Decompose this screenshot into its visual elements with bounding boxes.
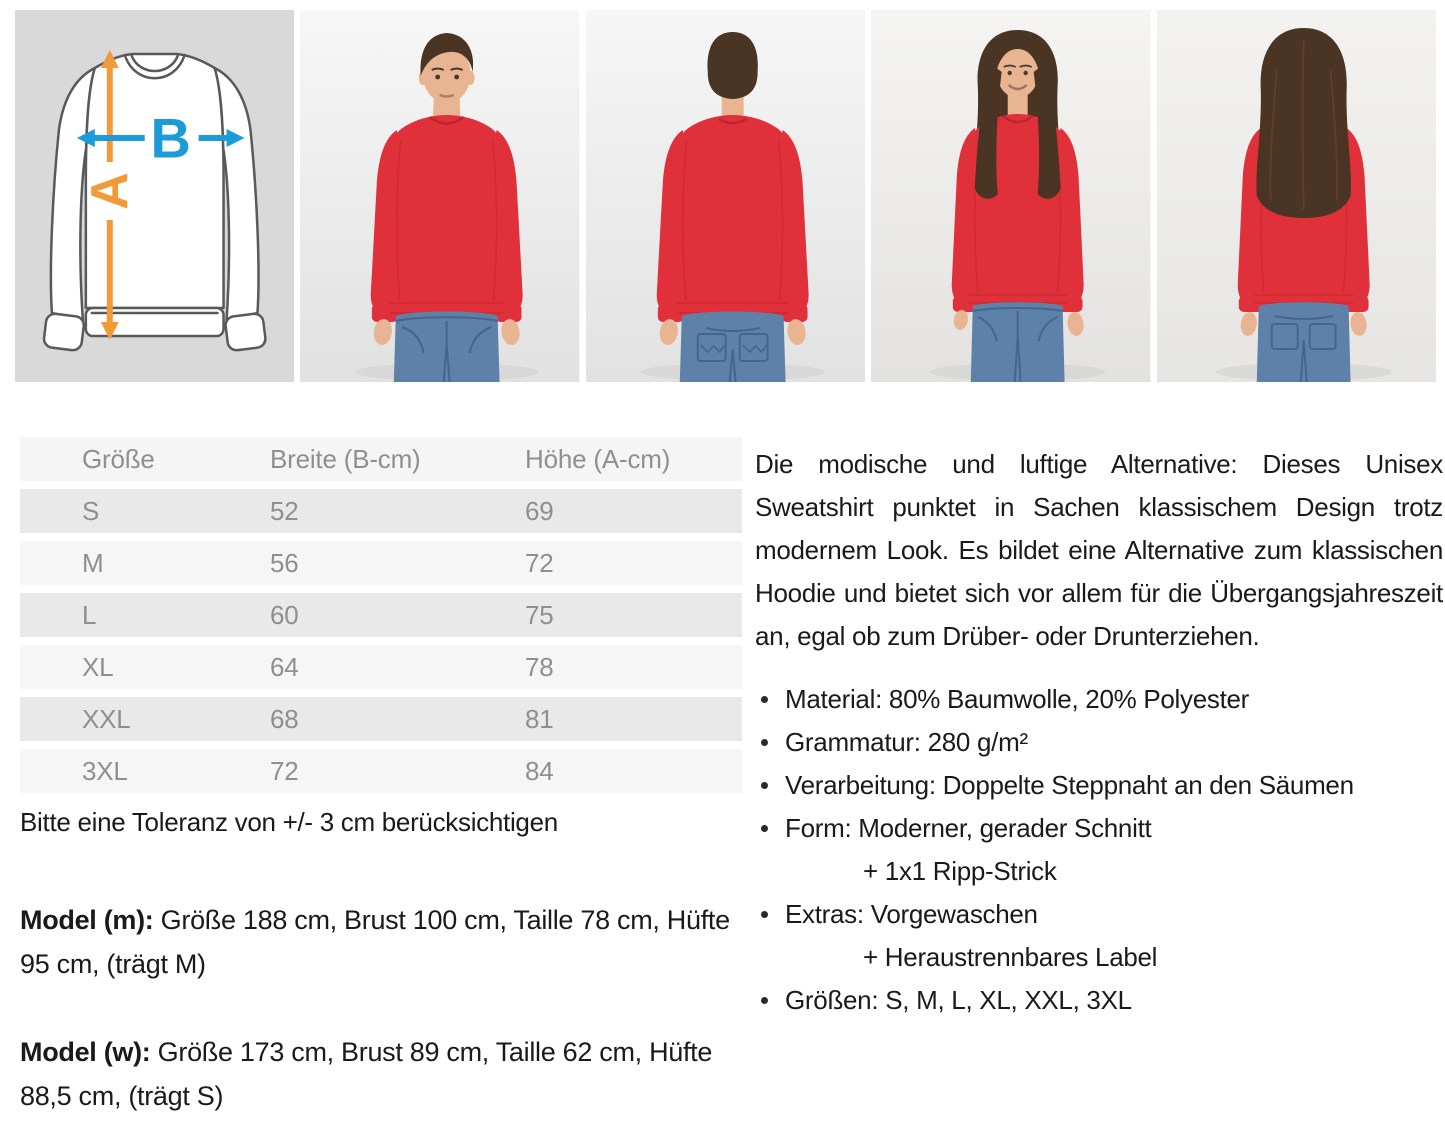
column-header-width: Breite (B-cm) [270,443,421,474]
photo-female-back [1156,10,1437,382]
table-row: XXL 68 81 [20,697,742,741]
hair-strand-highlights [1268,39,1338,211]
height-cell: 78 [525,651,554,682]
width-label-b: B [150,106,190,169]
hair [420,33,474,76]
skin-neck [721,94,744,122]
hair-back-full [1256,28,1351,218]
jeans [394,311,500,382]
face-features [431,67,464,98]
hands [374,319,521,345]
size-cell: L [82,599,97,630]
jeans-back [679,311,786,382]
table-row: XL 64 78 [20,645,742,689]
model-m-text: Größe 188 cm, Brust 100 cm, Taille 78 cm… [20,905,730,979]
width-cell: 60 [270,599,299,630]
feature-text: Form: Moderner, gerader Schnitt [785,813,1152,843]
feature-item: Verarbeitung: Doppelte Steppnaht an den … [755,764,1443,807]
model-m-label: Model (m): [20,905,154,935]
sweatshirt [656,115,809,322]
male-front-photo [300,10,580,382]
model-w-text: Größe 173 cm, Brust 89 cm, Taille 62 cm,… [20,1037,713,1111]
product-image-gallery: A B [15,10,1437,382]
height-label-a: A [81,172,139,210]
sweatshirt-measure-diagram: A B [15,10,295,382]
size-cell: 3XL [82,755,128,786]
feature-item: Größen: S, M, L, XL, XXL, 3XL [755,979,1443,1022]
size-table-header: Größe Breite (B-cm) Höhe (A-cm) [20,437,742,481]
model-m-info: Model (m): Größe 188 cm, Brust 100 cm, T… [20,898,742,986]
table-row: M 56 72 [20,541,742,585]
feature-item: Material: 80% Baumwolle, 20% Polyester [755,678,1443,721]
size-info-column: Größe Breite (B-cm) Höhe (A-cm) S 52 69 … [20,437,742,1118]
feature-subtext: + Heraustrennbares Label [863,942,1158,972]
feature-item: Grammatur: 280 g/m² [755,721,1443,764]
table-row: L 60 75 [20,593,742,637]
column-header-size: Größe [82,443,155,474]
bullet-icon [761,696,768,703]
skin-head-neck [996,46,1039,118]
female-back-photo [1156,10,1437,382]
jeans [971,302,1065,382]
table-row: 3XL 72 84 [20,749,742,793]
width-cell: 64 [270,651,299,682]
height-cell: 72 [525,547,554,578]
hair [707,32,758,99]
width-arrow-heads: B [76,106,245,170]
bullet-icon [761,997,768,1004]
hands [659,319,806,345]
size-table: Größe Breite (B-cm) Höhe (A-cm) S 52 69 … [20,437,742,793]
jeans-back [1256,302,1351,382]
sweatshirt-outline [42,52,267,352]
height-arrow-heads: A [81,50,139,340]
feature-text: Verarbeitung: Doppelte Steppnaht an den … [785,770,1354,800]
feature-item: Extras: Vorgewaschen + Heraustrennbares … [755,893,1443,979]
height-cell: 84 [525,755,554,786]
sweatshirt [951,114,1084,312]
female-front-photo [871,10,1151,382]
photo-male-front [300,10,580,382]
hands [1240,312,1367,336]
model-w-info: Model (w): Größe 173 cm, Brust 89 cm, Ta… [20,1030,742,1118]
tolerance-note: Bitte eine Toleranz von +/- 3 cm berücks… [20,807,558,837]
model-w-label: Model (w): [20,1037,151,1067]
hair-locks [974,62,1061,199]
size-cell: XL [82,651,114,682]
width-cell: 68 [270,703,299,734]
size-cell: XXL [82,703,131,734]
photo-female-front [871,10,1151,382]
width-cell: 52 [270,495,299,526]
product-description: Die modische und luftige Alternative: Di… [755,449,1443,651]
bullet-icon [761,739,768,746]
feature-text: Grammatur: 280 g/m² [785,727,1028,757]
size-cell: M [82,547,104,578]
feature-text: Größen: S, M, L, XL, XXL, 3XL [785,985,1132,1015]
feature-text: Material: 80% Baumwolle, 20% Polyester [785,684,1250,714]
product-description-column: Die modische und luftige Alternative: Di… [755,443,1443,1022]
width-cell: 56 [270,547,299,578]
bullet-icon [761,782,768,789]
bullet-icon [761,825,768,832]
column-header-height: Höhe (A-cm) [525,443,671,474]
male-back-photo [585,10,866,382]
feature-item: Form: Moderner, gerader Schnitt + 1x1 Ri… [755,807,1443,893]
height-cell: 81 [525,703,554,734]
face-features [1003,64,1033,91]
table-row: S 52 69 [20,489,742,533]
height-cell: 69 [525,495,554,526]
hair-front [996,35,1039,70]
bullet-icon [761,911,768,918]
sweatshirt [371,115,524,322]
height-cell: 75 [525,599,554,630]
feature-text: Extras: Vorgewaschen [785,899,1038,929]
feature-subtext: + 1x1 Ripp-Strick [863,856,1057,886]
width-cell: 72 [270,755,299,786]
feature-list: Material: 80% Baumwolle, 20% Polyester G… [755,678,1443,1022]
hands [953,310,1084,336]
size-diagram-image: A B [15,10,295,382]
size-cell: S [82,495,100,526]
photo-male-back [585,10,866,382]
